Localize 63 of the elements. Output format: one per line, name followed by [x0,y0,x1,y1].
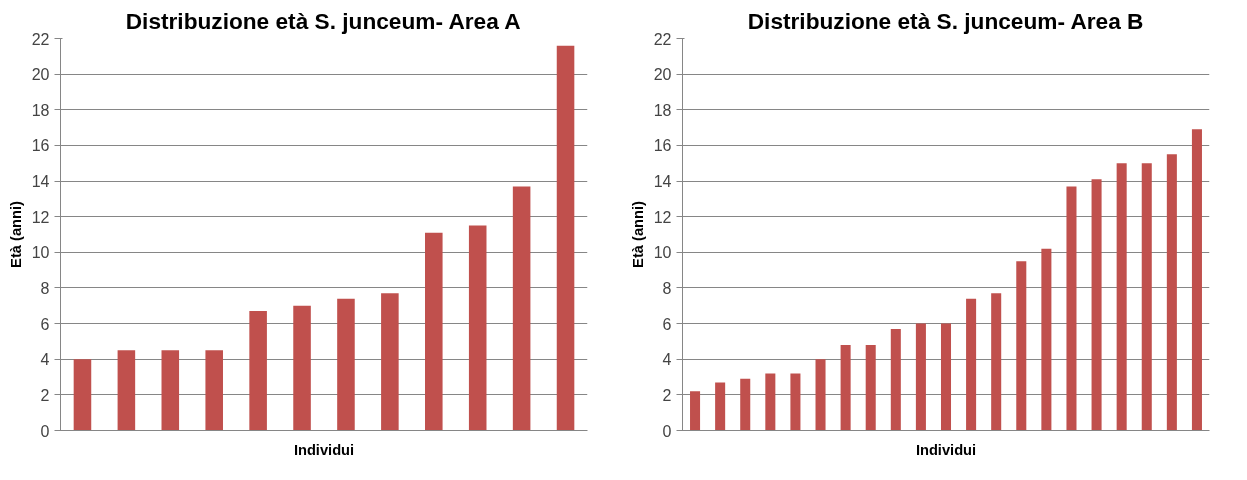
y-axis-title: Età (anni) [629,201,646,268]
bar [840,344,851,431]
bar [865,344,876,431]
bar [337,298,355,431]
y-tick-label: 6 [662,315,672,333]
chart-title: Distribuzione età S. junceum- Area A [125,7,521,34]
y-tick-label: 6 [40,315,50,333]
y-tick-label: 20 [653,66,672,84]
x-axis-title: Individui [915,441,977,458]
bar [1091,179,1102,431]
bar [991,293,1002,431]
bar [117,350,136,431]
y-tick-label: 16 [653,137,672,155]
bar [73,359,92,431]
y-tick-label: 14 [653,173,672,191]
bar [1166,154,1177,431]
bar [381,293,399,431]
chart-title: Distribuzione età S. junceum- Area B [747,7,1144,34]
y-tick-label: 18 [31,101,50,119]
bar [940,323,952,431]
bar [1066,186,1077,431]
bar [556,45,575,431]
bar [468,225,487,431]
bar [915,323,926,431]
bar [715,382,726,431]
bar [765,373,776,431]
bar [740,378,751,431]
y-tick-label: 4 [662,351,672,369]
y-tick-label: 18 [653,101,672,119]
y-tick-label: 8 [40,279,50,297]
y-tick-label: 0 [662,422,672,440]
bar [1191,129,1202,431]
y-tick-label: 16 [31,137,50,155]
bar [205,350,223,431]
bar [512,186,531,431]
bar [790,373,801,431]
bar [425,232,443,431]
y-tick-label: 10 [31,244,50,262]
y-tick-label: 4 [40,351,50,369]
bar [249,311,267,431]
y-tick-label: 0 [40,422,50,440]
y-tick-label: 10 [653,244,672,262]
y-tick-label: 2 [40,386,50,404]
y-tick-label: 2 [662,386,672,404]
x-axis-title: Individui [293,441,355,458]
bar [161,350,180,431]
bar [293,305,311,431]
y-tick-label: 22 [653,30,672,48]
bar [1041,248,1052,431]
y-tick-label: 8 [662,279,672,297]
y-tick-label: 12 [31,208,50,226]
bar [1016,261,1027,431]
y-tick-label: 22 [31,30,50,48]
bar [690,391,701,431]
bar [890,328,901,431]
bar [966,298,977,431]
y-tick-label: 12 [653,208,672,226]
y-axis-title: Età (anni) [7,201,24,268]
bar [815,359,826,431]
y-tick-label: 20 [31,66,50,84]
bar [1141,163,1152,431]
bar [1116,163,1127,431]
y-tick-label: 14 [31,173,50,191]
